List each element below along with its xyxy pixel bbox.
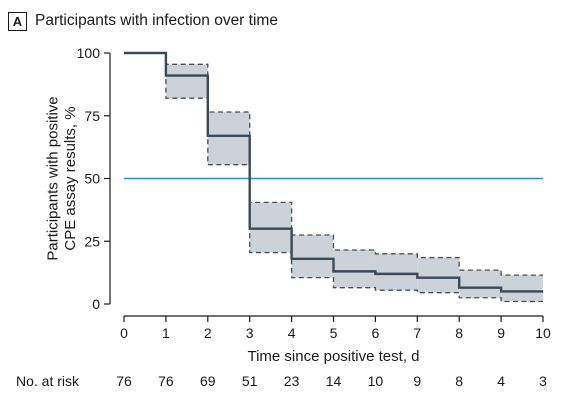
y-axis-label-line: Participants with positive xyxy=(45,96,62,260)
y-tick-label: 50 xyxy=(84,171,100,187)
y-tick-label: 75 xyxy=(84,108,100,124)
panel-letter: A xyxy=(8,11,27,31)
risk-table-label: No. at risk xyxy=(16,373,80,389)
risk-count: 10 xyxy=(368,373,384,389)
ci-band-segment xyxy=(333,250,376,288)
ci-band-segment xyxy=(459,270,502,298)
ci-band-segment xyxy=(375,253,418,291)
risk-count: 76 xyxy=(116,373,132,389)
x-tick-label: 1 xyxy=(162,325,170,341)
risk-count: 14 xyxy=(326,373,342,389)
x-axis-label: Time since positive test, d xyxy=(247,348,419,365)
y-axis-label: Participants with positiveCPE assay resu… xyxy=(45,96,79,260)
risk-count: 8 xyxy=(455,373,463,389)
risk-count: 4 xyxy=(497,373,505,389)
survival-curve xyxy=(124,51,543,293)
x-tick-label: 8 xyxy=(455,325,463,341)
ci-band-segment xyxy=(207,111,250,165)
ci-band-segment xyxy=(417,257,460,293)
risk-count: 69 xyxy=(200,373,216,389)
x-tick-label: 6 xyxy=(372,325,380,341)
ci-band-segment xyxy=(501,275,543,302)
risk-count: 9 xyxy=(413,373,421,389)
risk-count: 51 xyxy=(242,373,258,389)
x-tick-label: 10 xyxy=(535,325,551,341)
risk-count: 23 xyxy=(284,373,300,389)
x-tick-label: 4 xyxy=(288,325,296,341)
x-tick-label: 3 xyxy=(246,325,254,341)
ci-band-segment xyxy=(249,202,292,253)
y-axis-label-line: CPE assay results, % xyxy=(62,106,79,250)
y-tick-label: 100 xyxy=(77,45,101,61)
ci-upper-bound xyxy=(124,52,543,276)
y-tick-label: 25 xyxy=(84,233,100,249)
step-line xyxy=(124,51,543,293)
x-tick-label: 5 xyxy=(330,325,338,341)
risk-count: 76 xyxy=(158,373,174,389)
chart-title: Participants with infection over time xyxy=(35,12,278,29)
risk-table: No. at risk 76 76 69 51 23 14 10 9 8 4 3 xyxy=(16,373,547,389)
risk-count: 3 xyxy=(539,373,547,389)
panel-header: A Participants with infection over time xyxy=(8,10,278,32)
axes: 0 25 50 75 100 0 1 2 3 4 5 6 7 8 9 10 xyxy=(77,45,551,341)
y-tick-label: 0 xyxy=(92,296,100,312)
x-tick-label: 0 xyxy=(120,325,128,341)
confidence-band xyxy=(124,52,543,303)
ci-band-segment xyxy=(291,234,334,278)
x-tick-label: 9 xyxy=(497,325,505,341)
ci-band-segment xyxy=(165,64,208,99)
x-tick-label: 2 xyxy=(204,325,212,341)
x-tick-label: 7 xyxy=(413,325,421,341)
